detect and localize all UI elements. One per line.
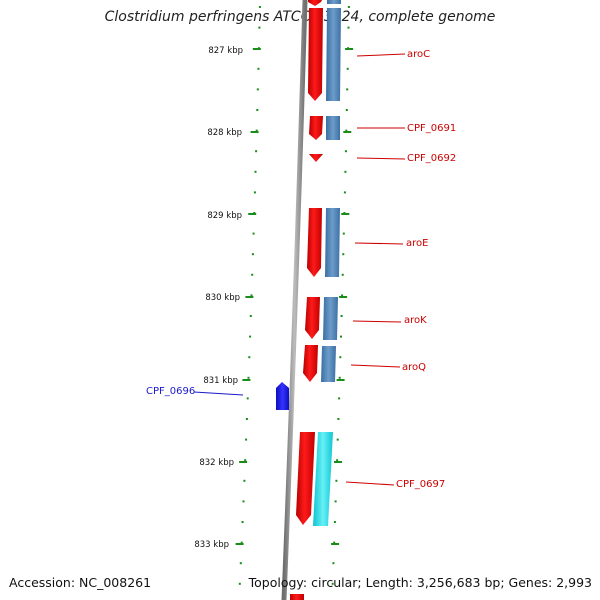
gene-feature-aroE — [307, 208, 322, 277]
ring-dot — [249, 315, 252, 317]
gene-feature-CPF_0697 — [296, 432, 315, 525]
ring-dot — [331, 582, 334, 585]
gene-feature-aroC — [308, 8, 323, 101]
gene-label: aroQ — [402, 362, 426, 373]
gene-label-lines — [193, 53, 406, 486]
gene-feature-CPF_0692 — [309, 154, 323, 162]
cds-track — [313, 0, 341, 526]
ring-dot — [338, 376, 341, 379]
gene-feature-CPF_0696 — [276, 382, 289, 410]
ring-dot — [346, 88, 349, 91]
ring-dot — [341, 273, 344, 276]
forward-gene-track — [290, 0, 323, 600]
tick-label: 833 kbp — [194, 540, 229, 550]
ring-dot — [255, 129, 258, 132]
ring-dot — [256, 109, 259, 111]
ring-dot — [340, 315, 343, 317]
gene-label: CPF_0696 — [146, 386, 195, 397]
kbp-tick-labels: 827 kbp 828 kbp 829 kbp 830 kbp 831 kbp … — [194, 46, 243, 550]
ring-dot — [345, 129, 348, 132]
cds-feature-aroK — [323, 297, 338, 340]
ring-dot — [347, 6, 350, 8]
ring-dot — [238, 582, 241, 585]
ring-dot — [345, 109, 348, 111]
accession-text: Accession: NC_008261 — [9, 575, 152, 590]
ring-dot — [336, 459, 339, 462]
ring-dot — [333, 541, 336, 544]
ring-dot — [339, 356, 342, 359]
gene-feature-top — [308, 0, 322, 6]
ring-dot — [252, 232, 255, 235]
ring-dot — [247, 376, 250, 379]
ring-dot — [241, 521, 244, 523]
tick-label: 828 kbp — [207, 128, 242, 138]
ring-dot — [254, 170, 257, 173]
ring-dot — [249, 335, 252, 338]
gene-label: CPF_0697 — [396, 479, 445, 490]
ring-dot — [245, 438, 248, 441]
tick-label: 832 kbp — [199, 458, 234, 468]
gene-feature-CPF_0691 — [309, 116, 323, 140]
ring-dot — [343, 191, 346, 194]
ring-dot — [248, 356, 251, 359]
ring-dot — [240, 541, 243, 544]
ring-dot — [257, 67, 260, 70]
map-title: Clostridium perfringens ATCC 13124, comp… — [104, 9, 496, 25]
gene-label: aroE — [406, 238, 428, 249]
ring-dot — [242, 500, 245, 503]
cds-feature-aroQ — [321, 346, 336, 382]
gene-label: aroC — [407, 49, 430, 60]
kbp-ticks — [235, 48, 354, 545]
gene-label: CPF_0691 — [407, 123, 456, 134]
ring-dot — [344, 170, 347, 173]
ring-dot — [338, 397, 341, 400]
tick-label: 829 kbp — [207, 211, 242, 221]
tick-label: 830 kbp — [205, 293, 240, 303]
cds-feature-CPF_0697 — [313, 432, 333, 526]
gene-feature-aroK — [305, 297, 320, 339]
ring-dot — [253, 191, 256, 194]
tick-label: 831 kbp — [203, 376, 238, 386]
ring-dot — [347, 26, 350, 29]
ring-dot — [244, 459, 247, 462]
ring-dot — [335, 479, 338, 482]
cds-feature-CPF_0691 — [326, 116, 340, 140]
ring-dot — [340, 335, 342, 338]
tick-ring-inner — [238, 6, 261, 585]
gene-label: aroK — [404, 315, 427, 326]
ring-dot — [256, 88, 259, 91]
ring-dot — [251, 253, 254, 256]
gene-label: CPF_0692 — [407, 153, 456, 164]
ring-dot — [346, 67, 349, 70]
ring-dot — [344, 150, 347, 153]
ring-dot — [255, 150, 258, 153]
cds-feature-aroE — [325, 208, 340, 277]
genome-backbone — [281, 0, 308, 600]
genome-summary-text: Topology: circular; Length: 3,256,683 bp… — [248, 575, 592, 590]
ring-dot — [332, 562, 335, 565]
ring-dot — [239, 562, 242, 565]
cds-feature-top — [327, 0, 341, 4]
ring-dot — [258, 26, 261, 29]
gene-feature-aroQ — [303, 345, 318, 382]
ring-dot — [245, 418, 248, 420]
ring-dot — [250, 294, 253, 297]
ring-dot — [246, 397, 249, 400]
tick-label: 827 kbp — [208, 46, 243, 56]
ring-dot — [243, 479, 246, 482]
ring-dot — [342, 232, 345, 235]
ring-dot — [337, 418, 340, 420]
gene-labels: aroC CPF_0691 CPF_0692 aroE aroK aroQ CP… — [146, 49, 456, 490]
cds-feature-aroC — [326, 8, 341, 101]
ring-dot — [341, 294, 344, 297]
ring-dot — [336, 438, 339, 441]
gene-feature-bottom — [290, 594, 304, 600]
ring-dot — [342, 253, 345, 256]
ring-dot — [251, 273, 254, 276]
tick-ring-outer — [331, 6, 350, 585]
ring-dot — [258, 6, 261, 8]
ring-dot — [333, 521, 336, 523]
ring-dot — [334, 500, 337, 503]
